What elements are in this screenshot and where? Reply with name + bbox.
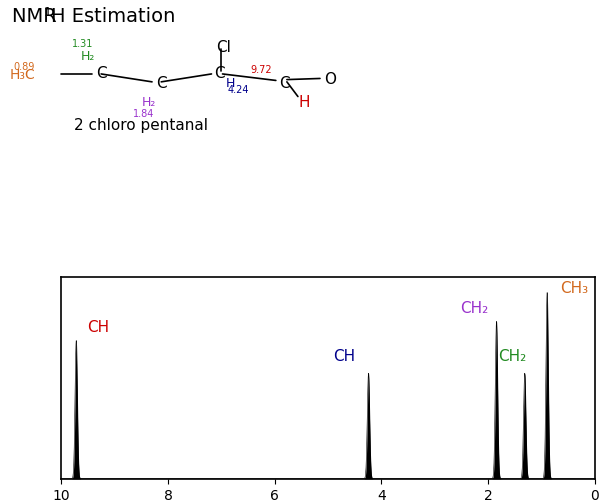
Text: O: O (324, 72, 336, 87)
Text: CH: CH (333, 349, 355, 363)
Text: C: C (96, 67, 107, 82)
Text: C: C (156, 76, 167, 91)
Text: NMR: NMR (12, 7, 63, 26)
Text: CH₂: CH₂ (460, 300, 489, 316)
Text: C: C (280, 76, 290, 91)
Text: H₂: H₂ (80, 50, 95, 63)
Text: 1.84: 1.84 (134, 109, 154, 119)
Text: C: C (215, 67, 225, 82)
Text: 0.89: 0.89 (14, 62, 35, 72)
Text: H: H (299, 95, 310, 110)
Text: H₂: H₂ (142, 96, 156, 109)
Text: 4.24: 4.24 (228, 85, 249, 95)
Text: CH₃: CH₃ (560, 281, 588, 296)
Text: H₃C: H₃C (10, 68, 36, 82)
Text: H: H (226, 77, 235, 90)
Text: 1.31: 1.31 (72, 39, 93, 49)
Text: CH₂: CH₂ (498, 349, 526, 363)
Text: 9.72: 9.72 (250, 65, 272, 75)
Text: Cl: Cl (216, 40, 231, 54)
Text: CH: CH (88, 320, 110, 335)
Text: 1: 1 (44, 6, 52, 19)
Text: 2 chloro pentanal: 2 chloro pentanal (74, 118, 208, 133)
Text: H Estimation: H Estimation (51, 7, 176, 26)
